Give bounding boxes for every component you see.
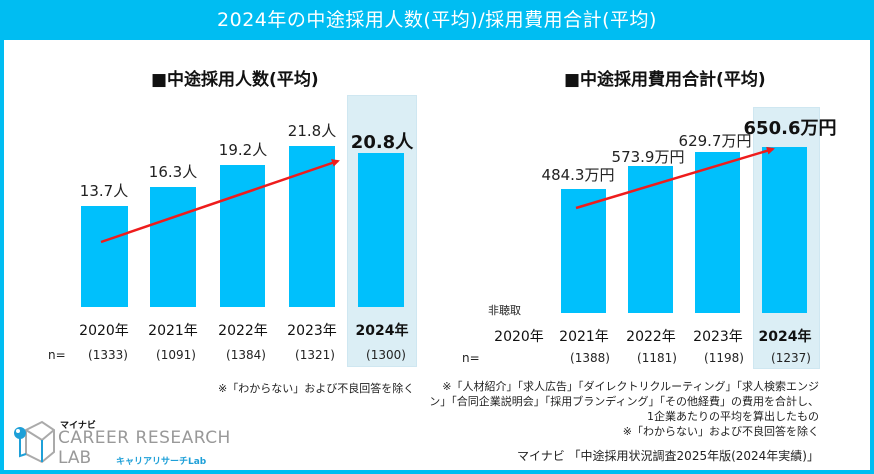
left-bar-2021 <box>150 187 196 307</box>
logo-line2: LAB <box>58 448 92 468</box>
right-note-line-1: ※「人材紹介」「求人広告」「ダイレクトリクルーティング」「求人検索エンジ <box>442 380 819 393</box>
left-year-2020: 2020年 <box>79 323 129 339</box>
right-value-2024: 650.6万円 <box>743 118 837 139</box>
right-n-2022: (1181) <box>637 351 677 365</box>
right-bar-2021 <box>561 189 606 313</box>
right-notes: ※「人材紹介」「求人広告」「ダイレクトリクルーティング」「求人検索エンジ ン」「… <box>429 379 819 439</box>
left-bar-2023 <box>289 146 335 307</box>
left-year-2021: 2021年 <box>148 323 198 339</box>
right-chart-title: ■中途採用費用合計(平均) <box>564 70 766 90</box>
left-n-2024: (1300) <box>366 348 406 362</box>
right-year-2022: 2022年 <box>626 329 676 345</box>
left-n-label: n= <box>48 348 66 362</box>
logo-brand: マイナビ <box>60 421 96 431</box>
left-chart-title: ■中途採用人数(平均) <box>151 70 319 90</box>
right-n-2024: (1237) <box>771 351 811 365</box>
source-citation: マイナビ 「中途採用状況調査2025年版(2024年実績)」 <box>516 449 819 463</box>
right-note-line-3: 1企業あたりの平均を算出したもの <box>647 410 819 423</box>
left-year-2024: 2024年 <box>355 323 409 339</box>
right-note-line-4: ※「わからない」および不良回答を除く <box>622 425 819 438</box>
left-bar-2020 <box>81 206 128 307</box>
left-n-2023: (1321) <box>295 348 335 362</box>
right-not-asked-2020: 非聴取 <box>488 304 521 317</box>
left-value-2024: 20.8人 <box>350 132 414 153</box>
logo-kana: キャリアリサーチLab <box>116 457 207 467</box>
right-value-2021: 484.3万円 <box>541 166 615 184</box>
left-value-2022: 19.2人 <box>218 141 268 159</box>
right-value-2023: 629.7万円 <box>678 132 752 150</box>
left-value-2020: 13.7人 <box>79 182 129 200</box>
left-n-2022: (1384) <box>226 348 266 362</box>
left-note: ※「わからない」および不良回答を除く <box>218 382 415 395</box>
right-note-line-2: ン」「合同企業説明会」「採用ブランディング」「その他経費」の費用を合計し、 <box>429 395 819 408</box>
logo-line1: CAREER RESEARCH <box>58 428 231 448</box>
right-year-2024: 2024年 <box>758 329 812 345</box>
left-bar-2022 <box>220 165 265 307</box>
left-year-2023: 2023年 <box>287 323 337 339</box>
right-year-2020: 2020年 <box>494 329 544 345</box>
right-year-2021: 2021年 <box>559 329 609 345</box>
left-year-2022: 2022年 <box>218 323 268 339</box>
right-bar-2022 <box>628 166 673 313</box>
right-year-2023: 2023年 <box>693 329 743 345</box>
career-research-lab-logo: マイナビ CAREER RESEARCH LAB キャリアリサーチLab <box>12 418 232 468</box>
right-n-2023: (1198) <box>704 351 744 365</box>
left-value-2021: 16.3人 <box>148 163 198 181</box>
right-bar-2024 <box>762 147 807 313</box>
left-value-2023: 21.8人 <box>287 122 337 140</box>
left-n-2021: (1091) <box>156 348 196 362</box>
right-bar-2023 <box>695 152 740 313</box>
left-bar-2024 <box>358 153 404 307</box>
right-n-label: n= <box>462 351 480 365</box>
page-title: 2024年の中途採用人数(平均)/採用費用合計(平均) <box>0 0 874 40</box>
cube-logo-icon <box>14 420 55 464</box>
left-n-2020: (1333) <box>88 348 128 362</box>
right-value-2022: 573.9万円 <box>611 148 685 166</box>
right-n-2021: (1388) <box>570 351 610 365</box>
